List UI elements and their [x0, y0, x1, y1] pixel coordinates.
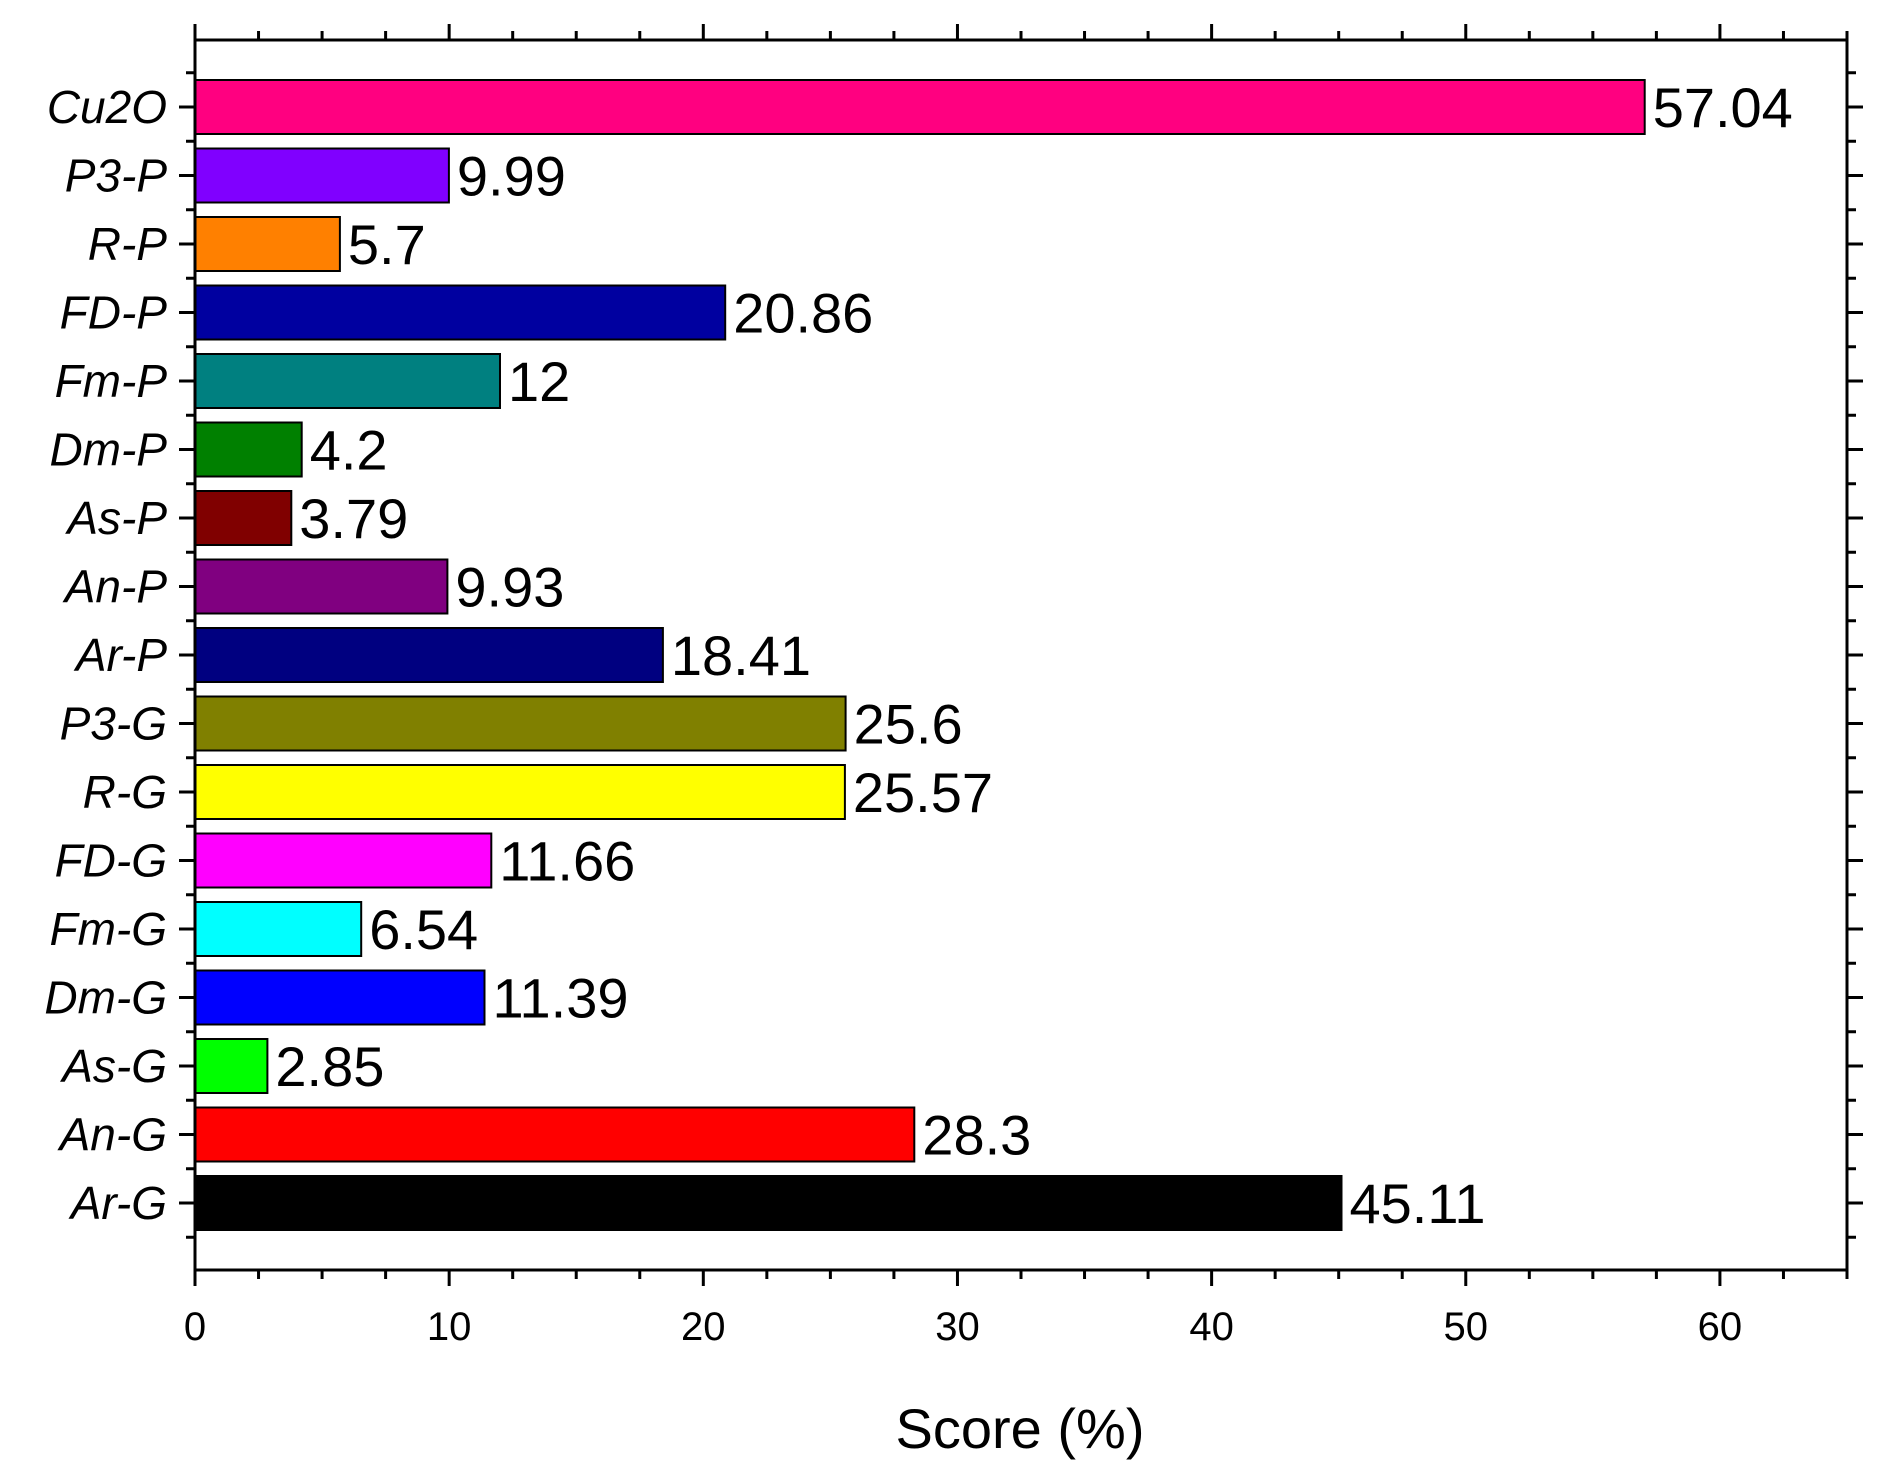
- value-label-p3-g: 25.6: [854, 693, 963, 756]
- value-labels-layer: 57.049.995.720.86124.23.799.9318.4125.62…: [275, 76, 1792, 1235]
- bar-dm-p: [194, 421, 303, 478]
- value-label-dm-g: 11.39: [493, 967, 629, 1030]
- x-tick-label: 0: [184, 1305, 206, 1349]
- value-label-fd-g: 11.66: [499, 830, 635, 893]
- value-label-fm-p: 12: [508, 350, 570, 413]
- value-label-r-g: 25.57: [853, 761, 993, 824]
- value-label-an-p: 9.93: [455, 556, 564, 619]
- value-label-fm-g: 6.54: [369, 898, 478, 961]
- category-label-ar-g: Ar-G: [68, 1177, 167, 1229]
- plot-frame: [193, 38, 1849, 1272]
- bar-as-g: [194, 1038, 269, 1094]
- x-axis-title: Score (%): [896, 1397, 1145, 1460]
- category-label-an-p: An-P: [62, 561, 168, 613]
- bar-as-p: [194, 490, 293, 546]
- category-label-fd-g: FD-G: [55, 835, 167, 887]
- category-label-dm-p: Dm-P: [49, 424, 167, 476]
- bar-ar-g: [194, 1175, 1343, 1231]
- category-label-ar-p: Ar-P: [73, 629, 167, 681]
- bar-ar-p: [194, 627, 664, 683]
- value-label-ar-g: 45.11: [1350, 1172, 1486, 1235]
- value-label-dm-p: 4.2: [310, 419, 388, 482]
- category-labels-layer: Cu2O P3-P R-P FD-P Fm-P Dm-P As-P An-P Ar-P P3-G R…: [44, 81, 167, 1229]
- category-label-r-g: R-G: [83, 766, 167, 818]
- bar-cu2o: [194, 79, 1646, 135]
- bar-r-p: [194, 216, 341, 272]
- bar-dm-g: [194, 969, 486, 1026]
- value-label-ar-p: 18.41: [671, 624, 811, 687]
- x-tick-label: 60: [1698, 1305, 1743, 1349]
- value-label-as-g: 2.85: [275, 1035, 384, 1098]
- bar-p3-g: [194, 695, 847, 752]
- value-label-cu2o: 57.04: [1653, 76, 1793, 139]
- value-label-an-g: 28.3: [922, 1104, 1031, 1167]
- x-tick-label: 10: [427, 1305, 472, 1349]
- category-label-fm-g: Fm-G: [49, 903, 167, 955]
- bar-fd-p: [194, 284, 727, 341]
- value-label-as-p: 3.79: [299, 487, 408, 550]
- bar-fm-g: [194, 901, 363, 957]
- category-label-cu2o: Cu2O: [47, 81, 167, 133]
- category-label-as-g: As-G: [59, 1040, 167, 1092]
- category-label-p3-g: P3-G: [60, 698, 167, 750]
- category-label-an-g: An-G: [57, 1109, 167, 1161]
- x-tick-label: 40: [1189, 1305, 1234, 1349]
- value-label-fd-p: 20.86: [733, 282, 873, 345]
- x-tick-label: 20: [681, 1305, 726, 1349]
- bar-p3-p: [194, 147, 450, 204]
- category-label-fm-p: Fm-P: [55, 355, 168, 407]
- x-tick-label: 50: [1444, 1305, 1489, 1349]
- x-tick-labels-layer: 0 10 20 30 40 50 60: [184, 1305, 1742, 1349]
- category-label-p3-p: P3-P: [65, 150, 168, 202]
- bar-an-g: [194, 1106, 916, 1163]
- bar-fm-p: [194, 353, 501, 409]
- category-label-fd-p: FD-P: [60, 287, 168, 339]
- value-label-r-p: 5.7: [348, 213, 426, 276]
- bars-layer: [194, 79, 1646, 1231]
- bar-an-p: [194, 558, 449, 615]
- value-label-p3-p: 9.99: [457, 145, 566, 208]
- x-tick-label: 30: [935, 1305, 980, 1349]
- bar-fd-g: [194, 832, 493, 889]
- bar-r-g: [194, 764, 846, 820]
- category-label-r-p: R-P: [88, 218, 168, 270]
- category-label-as-p: As-P: [64, 492, 167, 544]
- category-label-dm-g: Dm-G: [44, 972, 167, 1024]
